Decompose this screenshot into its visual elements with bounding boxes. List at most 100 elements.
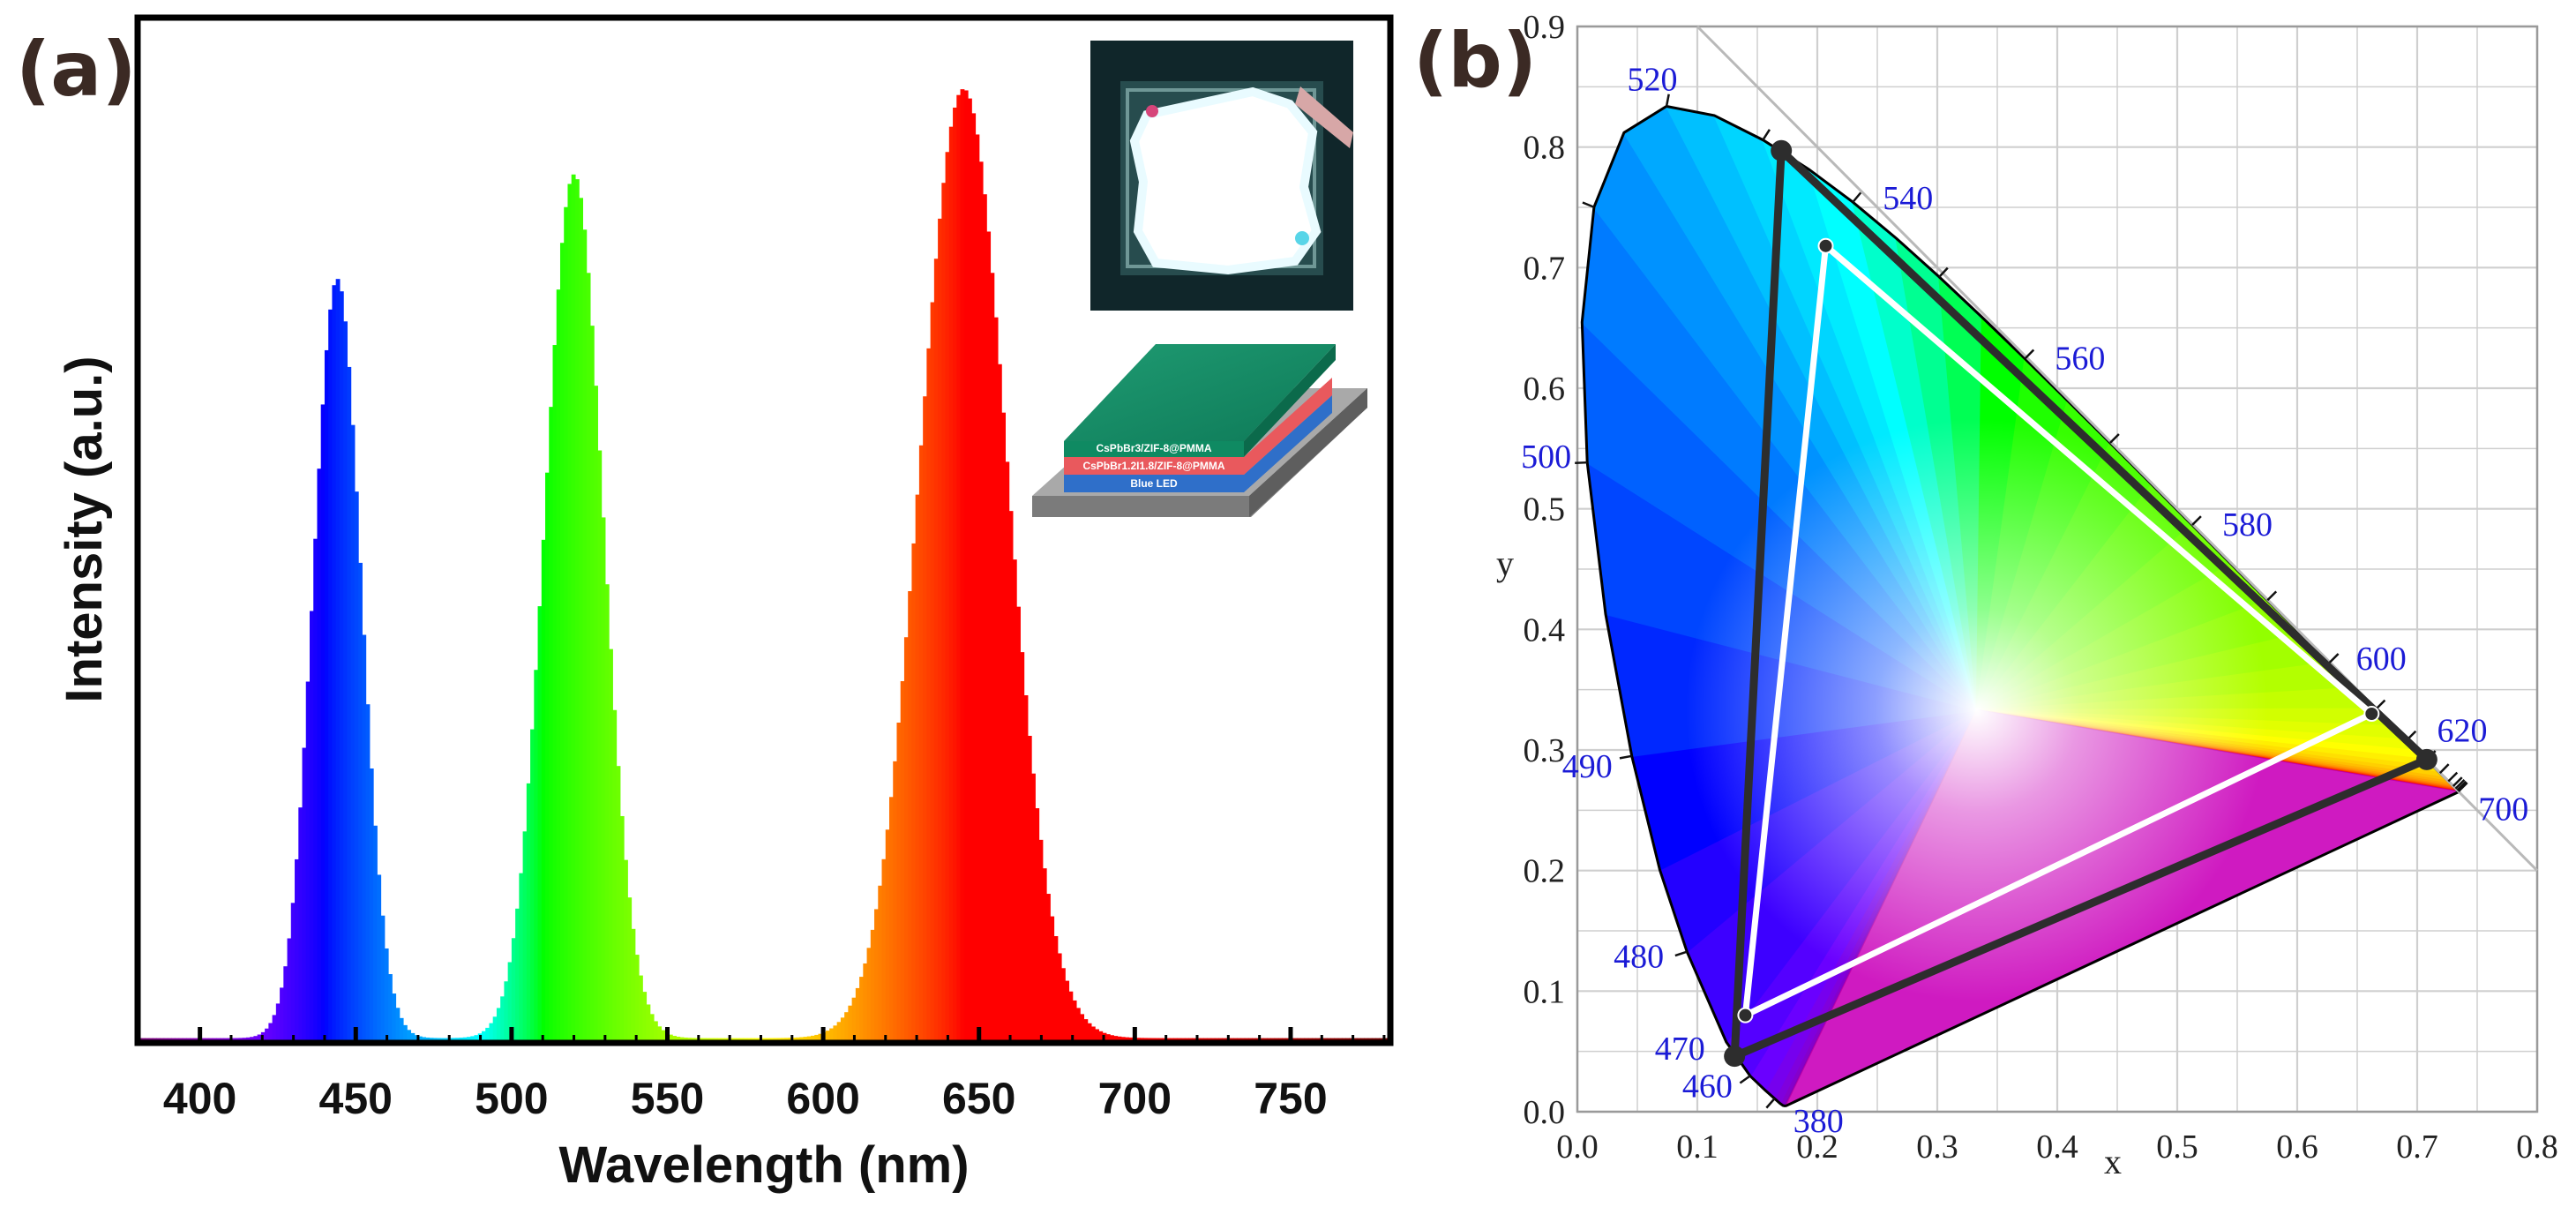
spectrum-slice <box>545 472 550 1043</box>
spectrum-slice <box>945 152 950 1043</box>
spectrum-slice <box>840 1017 845 1043</box>
spectrum-slice <box>556 289 561 1043</box>
spectrum-slice <box>915 494 920 1043</box>
spectrum-slice <box>923 396 927 1043</box>
spectrum-slice <box>519 873 524 1043</box>
spectrum-slice <box>930 302 935 1043</box>
spectrum-slice <box>639 975 643 1043</box>
spectrum-slice <box>1050 916 1055 1043</box>
spectrum-slice <box>522 831 528 1043</box>
spectrum-slice <box>369 768 374 1043</box>
spectrum-slice <box>948 126 954 1043</box>
emission-spectrum <box>138 89 1390 1043</box>
panel-b-label: (b) <box>1413 17 1537 105</box>
spectrum-slice <box>335 279 341 1043</box>
spectrum-slice <box>889 797 894 1043</box>
spectrum-slice <box>1110 1035 1114 1043</box>
cie-y-tick-label: 0.3 <box>1524 732 1566 769</box>
spectrum-slice <box>900 681 905 1043</box>
spectrum-slice <box>474 1035 479 1043</box>
wavelength-label: 460 <box>1682 1068 1733 1105</box>
locus-tick <box>2452 776 2463 787</box>
x-tick-label: 700 <box>1098 1074 1172 1123</box>
spectrum-slice <box>586 273 591 1043</box>
spectrum-slice <box>863 963 868 1043</box>
cie-x-tick-label: 0.7 <box>2396 1128 2438 1166</box>
cie-y-tick-label: 0.1 <box>1524 973 1566 1010</box>
spectrum-slice <box>272 1015 277 1043</box>
spectrum-slice <box>328 309 333 1043</box>
spectrum-slice <box>567 184 573 1043</box>
spectrum-slice <box>810 1035 815 1043</box>
white-point-glow <box>1685 418 2268 1001</box>
x-tick-label: 650 <box>942 1074 1015 1123</box>
locus-tick <box>2447 771 2459 783</box>
spectrum-slice <box>470 1036 476 1043</box>
spectrum-slice <box>265 1028 269 1043</box>
spectrum-slice <box>317 469 322 1043</box>
spectrum-slice <box>657 1026 663 1043</box>
spectrum-slice <box>896 723 902 1043</box>
cie-y-tick-label: 0.7 <box>1524 250 1566 287</box>
spectrum-slice <box>283 966 288 1043</box>
y-axis-title: Intensity (a.u.) <box>56 356 113 702</box>
x-tick-label: 450 <box>319 1074 393 1123</box>
spectrum-slice <box>956 94 962 1043</box>
spectrum-slice <box>526 783 531 1043</box>
triangle-vertices <box>1724 139 2437 1068</box>
wavelength-label: 600 <box>2356 641 2407 678</box>
spectrum-slice <box>594 386 598 1043</box>
spectrum-slice <box>911 543 917 1043</box>
panel-a-label: (a) <box>16 26 137 114</box>
x-axis-title: Wavelength (nm) <box>558 1136 969 1194</box>
spectrum-slice <box>1090 1026 1096 1043</box>
spectrum-slice <box>1098 1031 1104 1043</box>
spectrum-slice <box>982 194 987 1043</box>
locus-tick <box>1665 94 1670 107</box>
spectrum-slice <box>380 915 386 1043</box>
cie-x-axis-title: x <box>2104 1142 2122 1181</box>
locus-tick <box>2191 515 2202 526</box>
spectrum-slice <box>1117 1036 1122 1043</box>
spectrum-slice <box>1053 936 1059 1043</box>
spectrum-slice <box>504 981 509 1043</box>
spectrum-slice <box>414 1035 419 1043</box>
spectrum-slice <box>1016 606 1021 1043</box>
spectrum-slice <box>358 562 363 1043</box>
spectrum-slice <box>280 987 284 1043</box>
spectrum-slice <box>978 161 984 1043</box>
spectrum-slice <box>649 1014 655 1043</box>
spectrum-slice <box>354 491 359 1043</box>
spectrum-slice <box>829 1028 835 1043</box>
spectrum-slice <box>646 1004 651 1043</box>
locus-tick <box>2266 590 2278 602</box>
spectrum-slice <box>305 681 311 1043</box>
locus-tick <box>2438 763 2450 774</box>
spectrum-slice <box>1105 1034 1111 1043</box>
spectrum-slice <box>968 98 972 1043</box>
spectrum-slice <box>500 996 505 1043</box>
wavelength-label: 480 <box>1614 939 1664 976</box>
spectrum-slice <box>661 1030 666 1043</box>
spectrum-slice <box>1031 773 1036 1043</box>
spectrum-slice <box>903 637 909 1043</box>
cie-x-tick-label: 0.4 <box>2036 1128 2078 1166</box>
locus-tick <box>2457 782 2468 792</box>
wavelength-label: 580 <box>2222 506 2273 544</box>
locus-tick <box>1938 266 1949 278</box>
spectrum-slice <box>313 538 318 1043</box>
this-work-vertex <box>1817 237 1834 254</box>
spectrum-slice <box>844 1012 849 1043</box>
device-stack-schematic: CsPbBr3/ZIF-8@PMMA CsPbBr1.2I1.8/ZIF-8@P… <box>1032 344 1367 517</box>
spectrum-slice <box>339 291 344 1043</box>
spectrum-slice <box>589 326 595 1043</box>
spectrum-slice <box>507 962 513 1043</box>
spectrum-slice <box>990 273 995 1043</box>
spectrum-slice <box>571 174 576 1043</box>
spectrum-slice <box>1065 980 1070 1043</box>
spectrum-slice <box>485 1027 490 1043</box>
standard-gamut-vertex <box>2415 748 2437 770</box>
spectrum-slice <box>287 938 292 1043</box>
